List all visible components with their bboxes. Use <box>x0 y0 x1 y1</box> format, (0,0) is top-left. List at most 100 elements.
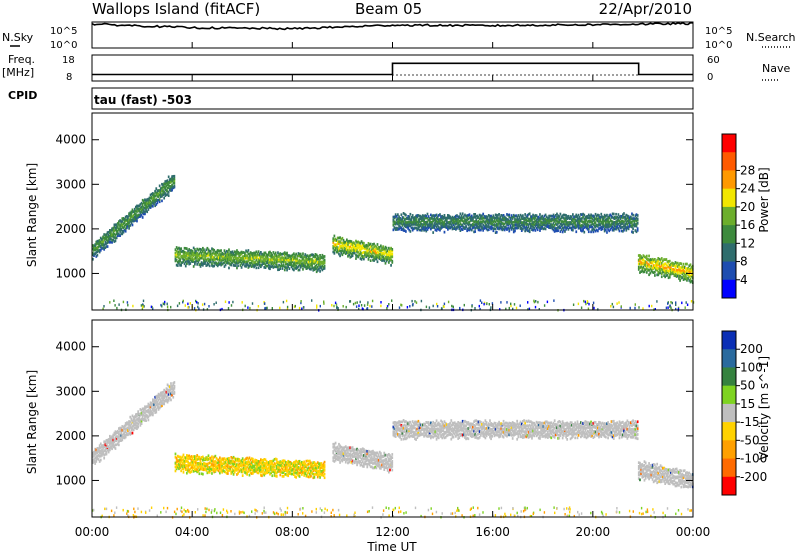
echo-cell <box>106 438 109 442</box>
echo-cell <box>102 450 104 454</box>
echo-cell <box>285 262 287 266</box>
echo-cell <box>455 219 457 223</box>
echo-cell <box>297 474 300 477</box>
echo-cell <box>525 223 528 226</box>
echo-cell <box>165 179 168 183</box>
echo-cell <box>309 466 311 470</box>
echo-cell <box>339 461 341 464</box>
echo-cell <box>599 226 602 230</box>
echo-cell <box>239 260 242 264</box>
echo-cell <box>372 247 374 251</box>
low-range-echo <box>412 303 414 306</box>
echo-cell <box>356 450 358 454</box>
echo-cell <box>377 254 380 257</box>
cpid-panel-frame <box>91 87 694 110</box>
echo-cell <box>515 214 517 217</box>
echo-cell <box>222 254 225 258</box>
echo-cell <box>655 268 657 271</box>
echo-cell <box>535 214 538 217</box>
echo-cell <box>369 450 372 454</box>
echo-cell <box>196 458 199 461</box>
echo-cell <box>564 230 566 233</box>
echo-cell <box>163 196 166 200</box>
echo-cell <box>202 250 204 253</box>
echo-cell <box>258 466 261 469</box>
echo-cell <box>388 462 390 466</box>
echo-cell <box>608 225 611 228</box>
echo-cell <box>568 216 571 220</box>
echo-cell <box>240 256 243 260</box>
echo-cell <box>146 405 149 408</box>
echo-cell <box>174 452 177 456</box>
echo-cell <box>388 261 390 264</box>
echo-cell <box>449 222 452 225</box>
echo-cell <box>491 218 494 222</box>
echo-cell <box>487 222 490 226</box>
echo-cell <box>250 461 253 464</box>
echo-cell <box>142 206 145 209</box>
echo-cell <box>123 436 126 440</box>
echo-cell <box>524 229 527 233</box>
echo-cell <box>131 210 134 214</box>
echo-cell <box>205 258 208 262</box>
echo-cell <box>298 475 301 478</box>
echo-cell <box>338 236 340 240</box>
echo-cell <box>244 256 246 260</box>
low-range-echo <box>616 302 618 305</box>
echo-cell <box>336 236 339 240</box>
echo-cell <box>372 254 374 258</box>
echo-cell <box>224 251 227 254</box>
echo-cell <box>120 431 123 435</box>
echo-cell <box>315 464 318 468</box>
echo-cell <box>359 463 362 467</box>
echo-cell <box>145 209 147 213</box>
echo-cell <box>674 265 677 268</box>
echo-cell <box>351 245 354 249</box>
echo-cell <box>194 262 196 266</box>
echo-cell <box>167 175 170 179</box>
echo-cell <box>214 466 217 469</box>
echo-cell <box>469 217 472 221</box>
echo-cell <box>164 398 167 402</box>
echo-cell <box>103 233 106 236</box>
low-range-echo <box>215 301 217 304</box>
echo-cell <box>481 220 483 224</box>
echo-cell <box>152 398 154 402</box>
echo-cell <box>617 219 620 222</box>
echo-cell <box>346 446 348 450</box>
echo-cell <box>246 250 249 254</box>
echo-cell <box>282 475 285 478</box>
echo-cell <box>586 225 589 229</box>
echo-cell <box>373 461 375 465</box>
echo-cell <box>216 251 219 255</box>
echo-cell <box>200 248 203 252</box>
low-range-echo <box>488 303 490 306</box>
echo-cell <box>241 256 244 260</box>
echo-cell <box>465 221 467 224</box>
echo-cell <box>675 273 678 277</box>
echo-cell <box>489 217 491 220</box>
echo-cell <box>518 219 521 223</box>
echo-cell <box>139 212 142 216</box>
echo-cell <box>581 217 583 220</box>
echo-cell <box>197 469 200 473</box>
echo-cell <box>350 457 353 461</box>
echo-cell <box>468 220 471 224</box>
echo-cell <box>323 267 326 270</box>
echo-cell <box>353 245 356 249</box>
echo-cell <box>167 390 170 394</box>
low-range-echo <box>583 299 585 303</box>
echo-cell <box>648 263 650 267</box>
echo-cell <box>678 277 680 280</box>
echo-cell <box>514 226 516 230</box>
echo-cell <box>647 264 649 267</box>
echo-cell <box>365 255 368 259</box>
echo-cell <box>233 469 236 472</box>
echo-cell <box>92 458 94 462</box>
echo-cell <box>107 450 110 454</box>
echo-cell <box>382 459 385 462</box>
echo-cell <box>502 222 505 226</box>
echo-cell <box>643 267 646 271</box>
echo-cell <box>163 402 166 406</box>
echo-cell <box>574 215 577 218</box>
